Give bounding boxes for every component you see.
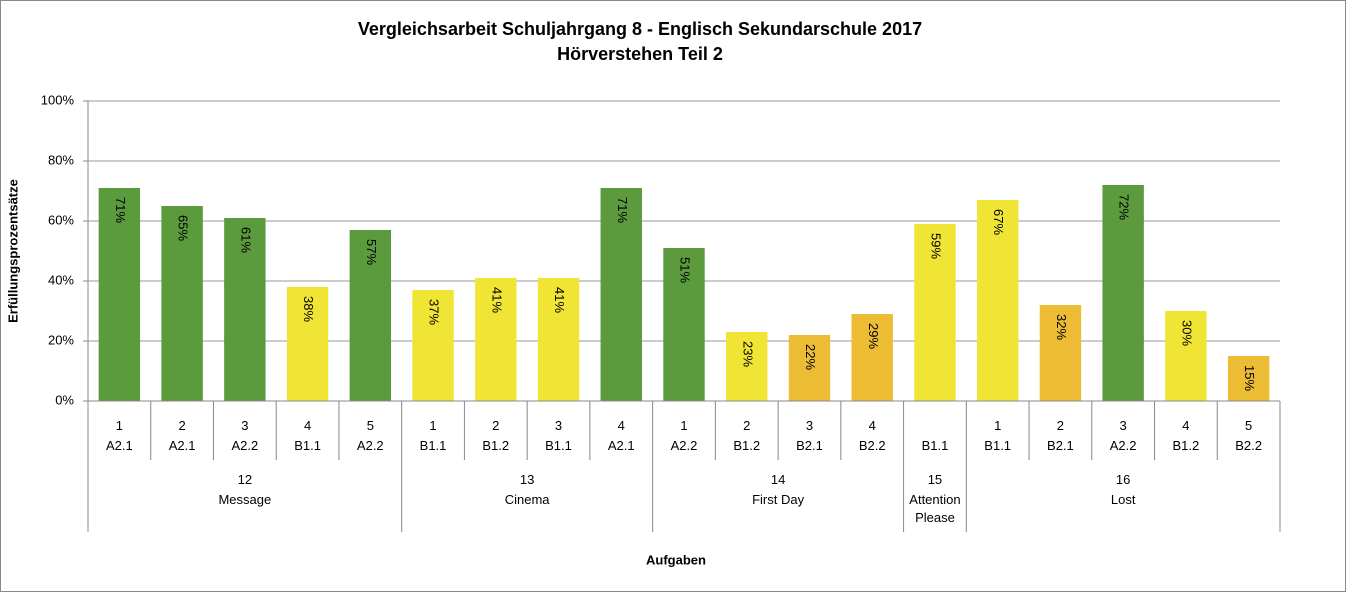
- bar: [1102, 185, 1144, 401]
- task-label: 1: [115, 418, 123, 433]
- data-label: 32%: [1054, 314, 1069, 340]
- data-label: 38%: [301, 296, 316, 322]
- level-label: B1.1: [419, 438, 447, 453]
- task-label: 5: [366, 418, 374, 433]
- data-label: 23%: [740, 341, 755, 367]
- group-number: 13: [519, 472, 535, 487]
- data-label: 71%: [615, 197, 630, 223]
- level-label: B1.1: [545, 438, 572, 453]
- level-label: A2.2: [231, 438, 259, 453]
- task-label: 5: [1245, 418, 1253, 433]
- data-label: 65%: [176, 215, 191, 241]
- bar: [98, 188, 141, 401]
- level-label: B1.1: [294, 438, 321, 453]
- group-name: Cinema: [504, 492, 550, 507]
- bar: [349, 230, 392, 401]
- level-label: B1.2: [1172, 438, 1200, 453]
- bar: [412, 290, 454, 401]
- task-label: 4: [303, 418, 312, 433]
- y-tick-label: 40%: [48, 272, 74, 287]
- bar: [788, 335, 831, 401]
- level-label: A2.1: [607, 438, 635, 453]
- level-label: B1.1: [921, 438, 949, 453]
- data-label: 29%: [866, 323, 881, 349]
- y-axis-label: Erfüllungsprozentsätze: [5, 179, 20, 323]
- level-label: A2.2: [356, 438, 384, 453]
- group-name: Attention Please: [909, 492, 961, 525]
- data-label: 15%: [1242, 365, 1257, 391]
- bar: [663, 248, 705, 401]
- data-label: 37%: [427, 299, 442, 325]
- level-label: B1.2: [733, 438, 761, 453]
- task-label: 3: [554, 418, 563, 433]
- task-label: 2: [492, 418, 500, 433]
- bar: [976, 200, 1019, 401]
- level-label: B2.1: [796, 438, 823, 453]
- level-label: B2.2: [1235, 438, 1262, 453]
- level-label: B2.1: [1047, 438, 1074, 453]
- chart-subtitle: Hörverstehen Teil 2: [557, 44, 723, 64]
- data-label: 57%: [364, 239, 379, 265]
- bar: [161, 206, 203, 401]
- data-label: 22%: [803, 344, 818, 370]
- bar: [726, 332, 768, 401]
- task-label: 3: [805, 418, 814, 433]
- group-number: 16: [1115, 472, 1131, 487]
- level-label: A2.2: [670, 438, 698, 453]
- group-number: 14: [770, 472, 786, 487]
- data-label: 41%: [552, 287, 567, 313]
- bar: [851, 314, 893, 401]
- data-label: 59%: [929, 233, 944, 259]
- level-label: B1.1: [984, 438, 1012, 453]
- y-tick-label: 60%: [48, 212, 74, 227]
- data-label: 72%: [1117, 194, 1132, 220]
- data-label: 30%: [1179, 320, 1194, 346]
- bar: [600, 188, 642, 401]
- bar: [286, 287, 329, 401]
- task-label: 4: [1182, 418, 1190, 433]
- task-label: 3: [241, 418, 249, 433]
- level-label: B2.2: [858, 438, 886, 453]
- task-label: 2: [743, 418, 751, 433]
- level-label: A2.2: [1109, 438, 1137, 453]
- bar: [475, 278, 517, 401]
- group-name: Message: [218, 492, 272, 507]
- bar: [1227, 356, 1270, 401]
- task-label: 4: [868, 418, 876, 433]
- group-number: 12: [237, 472, 253, 487]
- task-label: 4: [617, 418, 625, 433]
- y-tick-label: 20%: [48, 332, 74, 347]
- task-label: 2: [1056, 418, 1065, 433]
- bar: [914, 224, 956, 401]
- x-axis-label: Aufgaben: [646, 552, 706, 567]
- bar: [537, 278, 580, 401]
- bar: [1039, 305, 1082, 401]
- level-label: A2.1: [105, 438, 133, 453]
- task-label: 1: [994, 418, 1002, 433]
- y-tick-label: 100%: [41, 92, 75, 107]
- level-label: B1.2: [482, 438, 510, 453]
- y-tick-label: 0%: [55, 392, 74, 407]
- task-label: 2: [178, 418, 186, 433]
- data-label: 51%: [678, 257, 693, 283]
- group-name: First Day: [752, 492, 805, 507]
- bar: [1165, 311, 1207, 401]
- group-number: 15: [927, 472, 943, 487]
- y-tick-label: 80%: [48, 152, 74, 167]
- data-label: 71%: [113, 197, 128, 223]
- bar: [224, 218, 266, 401]
- task-label: 1: [429, 418, 437, 433]
- group-name: Lost: [1110, 492, 1136, 507]
- task-label: 3: [1119, 418, 1127, 433]
- data-label: 41%: [489, 287, 504, 313]
- level-label: A2.1: [168, 438, 196, 453]
- data-label: 61%: [238, 227, 253, 253]
- chart-title: Vergleichsarbeit Schuljahrgang 8 - Engli…: [358, 19, 922, 39]
- data-label: 67%: [991, 209, 1006, 235]
- task-label: 1: [680, 418, 688, 433]
